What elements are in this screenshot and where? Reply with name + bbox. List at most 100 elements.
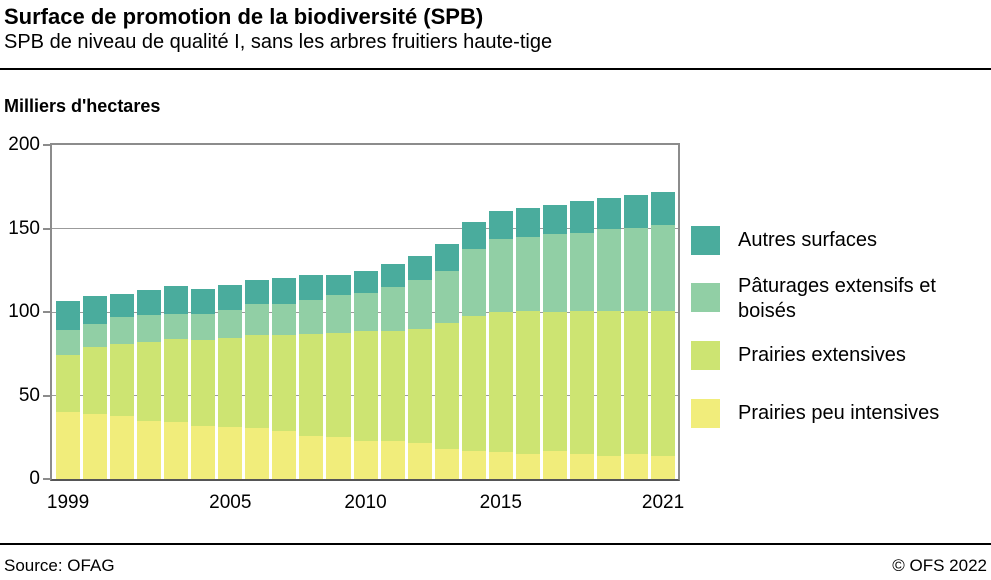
segment-autres-surfaces — [461, 221, 486, 250]
segment-paturages-extensifs-et-boises — [164, 313, 189, 339]
plot-area — [50, 143, 680, 481]
segment-prairies-peu-intensives — [218, 427, 243, 479]
segment-prairies-peu-intensives — [353, 440, 378, 479]
segment-prairies-extensives — [623, 311, 649, 454]
x-tick-label-1999: 1999 — [46, 492, 90, 513]
footer-divider — [0, 543, 991, 545]
segment-paturages-extensifs-et-boises — [245, 303, 270, 336]
segment-autres-surfaces — [623, 195, 649, 228]
segment-prairies-peu-intensives — [137, 421, 162, 479]
segment-paturages-extensifs-et-boises — [434, 271, 459, 323]
x-tick-label-2005: 2005 — [209, 492, 252, 513]
segment-autres-surfaces — [542, 205, 567, 234]
y-tick-label-100: 100 — [8, 301, 40, 322]
segment-autres-surfaces — [191, 288, 216, 314]
segment-prairies-peu-intensives — [245, 428, 270, 479]
legend-label-paturages-extensifs-et-boises: Pâturages extensifs et boisés — [738, 275, 936, 322]
bar-2008 — [299, 145, 324, 479]
segment-prairies-peu-intensives — [434, 448, 459, 479]
segment-prairies-extensives — [245, 335, 270, 429]
segment-paturages-extensifs-et-boises — [218, 309, 243, 338]
bar-2018 — [569, 145, 594, 479]
segment-paturages-extensifs-et-boises — [56, 330, 81, 355]
segment-autres-surfaces — [515, 207, 540, 237]
bar-2005 — [218, 145, 243, 479]
segment-autres-surfaces — [272, 277, 297, 304]
segment-prairies-extensives — [488, 312, 513, 453]
segment-paturages-extensifs-et-boises — [596, 229, 621, 312]
page-subtitle: SPB de niveau de qualité I, sans les arb… — [4, 31, 553, 53]
segment-prairies-peu-intensives — [596, 455, 621, 479]
bars-container — [56, 145, 676, 479]
segment-paturages-extensifs-et-boises — [515, 236, 540, 312]
x-tick-label-2010: 2010 — [344, 492, 387, 513]
segment-autres-surfaces — [83, 296, 108, 324]
segment-paturages-extensifs-et-boises — [651, 225, 676, 312]
bar-2006 — [245, 145, 270, 479]
segment-prairies-extensives — [137, 342, 162, 422]
segment-paturages-extensifs-et-boises — [407, 280, 432, 329]
bar-2011 — [380, 145, 405, 479]
y-tick-label-0: 0 — [29, 468, 40, 489]
legend-swatch-prairies-peu-intensives — [691, 399, 720, 428]
legend-label-prairies-peu-intensives: Prairies peu intensives — [738, 402, 940, 424]
segment-autres-surfaces — [407, 256, 432, 281]
segment-paturages-extensifs-et-boises — [272, 303, 297, 335]
y-tick-150 — [43, 227, 50, 230]
bar-1999 — [56, 145, 81, 479]
legend-swatch-paturages-extensifs-et-boises — [691, 283, 720, 312]
segment-paturages-extensifs-et-boises — [542, 233, 567, 313]
bar-2020 — [623, 145, 649, 479]
y-tick-50 — [43, 394, 50, 397]
footer-copyright: © OFS 2022 — [892, 556, 987, 575]
segment-autres-surfaces — [137, 290, 162, 315]
segment-prairies-extensives — [218, 337, 243, 428]
bar-2019 — [596, 145, 621, 479]
segment-prairies-peu-intensives — [515, 453, 540, 479]
segment-prairies-peu-intensives — [569, 453, 594, 479]
legend-swatch-prairies-extensives — [691, 341, 720, 370]
bar-2021 — [651, 145, 676, 479]
footer-source: Source: OFAG — [4, 556, 115, 575]
segment-paturages-extensifs-et-boises — [569, 232, 594, 312]
segment-prairies-extensives — [596, 311, 621, 456]
segment-prairies-extensives — [407, 328, 432, 444]
y-axis-title: Milliers d'hectares — [4, 96, 161, 116]
segment-autres-surfaces — [218, 285, 243, 310]
bar-2001 — [110, 145, 135, 479]
segment-autres-surfaces — [488, 211, 513, 240]
segment-autres-surfaces — [651, 191, 676, 226]
segment-prairies-peu-intensives — [407, 443, 432, 479]
segment-autres-surfaces — [56, 301, 81, 331]
bar-2017 — [542, 145, 567, 479]
legend-label-autres-surfaces: Autres surfaces — [738, 229, 877, 251]
segment-prairies-peu-intensives — [380, 441, 405, 479]
legend-swatch-autres-surfaces — [691, 226, 720, 255]
segment-prairies-peu-intensives — [542, 451, 567, 479]
segment-paturages-extensifs-et-boises — [380, 286, 405, 332]
gridline-150 — [52, 228, 678, 229]
bar-2002 — [137, 145, 162, 479]
segment-prairies-peu-intensives — [623, 453, 649, 479]
bar-2000 — [83, 145, 108, 479]
bar-2004 — [191, 145, 216, 479]
segment-prairies-peu-intensives — [488, 452, 513, 479]
y-tick-label-150: 150 — [8, 217, 40, 239]
segment-prairies-extensives — [83, 347, 108, 414]
segment-prairies-extensives — [353, 331, 378, 441]
segment-prairies-peu-intensives — [461, 450, 486, 479]
segment-prairies-peu-intensives — [164, 422, 189, 479]
segment-prairies-peu-intensives — [83, 413, 108, 479]
segment-paturages-extensifs-et-boises — [326, 295, 351, 333]
x-tick-label-2021: 2021 — [641, 492, 685, 513]
legend-label-prairies-extensives: Prairies extensives — [738, 344, 906, 366]
segment-autres-surfaces — [299, 275, 324, 300]
segment-prairies-peu-intensives — [651, 455, 676, 479]
segment-prairies-peu-intensives — [272, 431, 297, 479]
segment-autres-surfaces — [245, 280, 270, 304]
segment-paturages-extensifs-et-boises — [623, 227, 649, 312]
x-tick-label-2015: 2015 — [479, 492, 522, 513]
segment-autres-surfaces — [434, 243, 459, 272]
segment-prairies-extensives — [299, 333, 324, 436]
segment-prairies-extensives — [569, 311, 594, 454]
